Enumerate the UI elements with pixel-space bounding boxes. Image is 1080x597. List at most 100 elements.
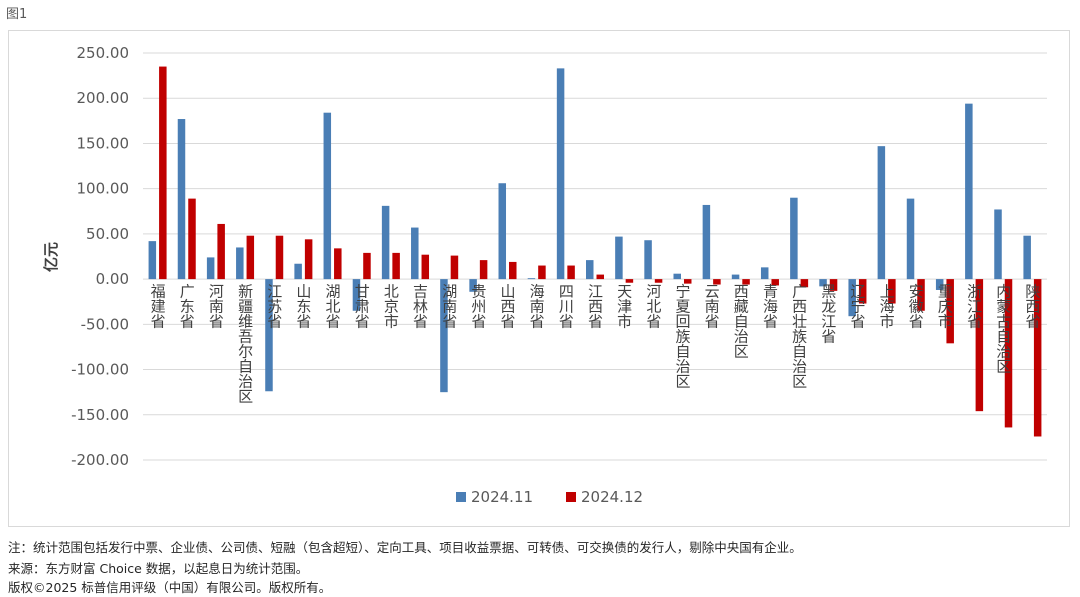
x-axis-category-labels: 福建省 广东省 河南省 新疆维吾尔自治区 江苏省 山东省 湖北省 甘肃省 北京市 吉林省 湖南省 贵州… <box>149 283 1042 403</box>
bar-2024.12-宁夏回族自治区 <box>683 279 692 284</box>
y-tick-label: 250.00 <box>77 44 130 62</box>
category-label: 内蒙古自治区 <box>994 283 1012 373</box>
category-label: 四川省 <box>557 283 575 328</box>
bar-2024.12-贵州省 <box>479 260 488 280</box>
figure-label: 图1 <box>6 7 28 22</box>
bar-2024.12-江苏省 <box>275 235 284 280</box>
bar-2024.11-浙江省 <box>965 103 973 280</box>
category-label: 广东省 <box>178 283 196 328</box>
y-tick-label: 0.00 <box>96 270 129 288</box>
footnote-scope: 注：统计范围包括发行中票、企业债、公司债、短融（包含超短）、定向工具、项目收益票… <box>8 540 802 555</box>
footnote-copyright: 版权©2025 标普信用评级（中国）有限公司。版权所有。 <box>8 580 332 595</box>
y-tick-label: -100.00 <box>71 361 129 379</box>
bar-2024.11-青海省 <box>760 267 769 280</box>
bar-2024.11-河南省 <box>206 257 215 280</box>
bar-2024.12-新疆维吾尔自治区 <box>246 235 255 280</box>
bar-2024.11-广东省 <box>177 119 186 280</box>
category-label: 天津市 <box>615 283 633 328</box>
chart-frame: 250.00 200.00 150.00 100.00 50.00 0.00 -50.00 -… <box>8 30 1070 527</box>
y-tick-label: 150.00 <box>77 134 130 152</box>
bar-2024.12-广西壮族自治区 <box>800 279 809 288</box>
y-axis-tick-labels: 250.00 200.00 150.00 100.00 50.00 0.00 -50.00 -… <box>71 44 129 469</box>
category-label: 湖南省 <box>440 283 458 328</box>
bar-2024.11-湖北省 <box>323 112 332 280</box>
bar-2024.11-福建省 <box>148 241 157 280</box>
y-tick-label: -150.00 <box>71 406 129 424</box>
y-tick-label: -200.00 <box>71 451 129 469</box>
category-label: 广西壮族自治区 <box>790 283 808 388</box>
bar-2024.11-辽宁省 <box>848 279 856 317</box>
bar-2024.11-山东省 <box>294 263 302 280</box>
bar-2024.11-甘肃省 <box>352 279 361 311</box>
bar-2024.12-天津市 <box>625 279 634 283</box>
bar-2024.11-重庆市 <box>935 279 944 290</box>
bar-chart: 250.00 200.00 150.00 100.00 50.00 0.00 -50.00 -… <box>42 44 1047 506</box>
legend-label: 2024.11 <box>471 488 533 506</box>
category-label: 黑龙江省 <box>819 283 837 343</box>
bar-2024.12-山西省 <box>509 261 517 280</box>
category-label: 浙江省 <box>965 283 983 328</box>
legend: 2024.11 2024.12 <box>456 488 643 506</box>
bar-2024.11-北京市 <box>381 205 390 280</box>
bar-2024.12-黑龙江省 <box>829 279 838 291</box>
bar-2024.11-云南省 <box>702 204 711 280</box>
category-label: 上海市 <box>878 283 896 328</box>
y-axis-label: 亿元 <box>42 242 60 272</box>
category-label: 山东省 <box>294 283 312 328</box>
bar-2024.12-浙江省 <box>975 279 984 412</box>
legend-swatch <box>456 492 466 502</box>
category-label: 甘肃省 <box>353 283 371 328</box>
category-label: 江苏省 <box>265 283 283 328</box>
category-label: 海南省 <box>528 283 546 328</box>
category-label: 山西省 <box>499 283 517 328</box>
bar-2024.12-重庆市 <box>946 279 954 344</box>
y-tick-label: -50.00 <box>81 315 129 333</box>
bar-2024.11-山西省 <box>498 183 507 280</box>
category-label: 西藏自治区 <box>732 283 750 358</box>
category-label: 重庆市 <box>936 283 954 328</box>
y-tick-label: 100.00 <box>77 180 130 198</box>
category-label: 陕西省 <box>1023 283 1041 328</box>
bar-2024.12-甘肃省 <box>363 252 371 280</box>
bar-series <box>148 66 1042 437</box>
category-label: 青海省 <box>761 283 779 328</box>
bar-2024.12-江西省 <box>596 274 604 280</box>
bar-2024.12-云南省 <box>713 279 721 285</box>
category-label: 云南省 <box>703 283 721 328</box>
footnote-source: 来源：东方财富 Choice 数据，以起息日为统计范围。 <box>8 561 309 576</box>
bar-2024.12-安徽省 <box>917 279 925 311</box>
bar-2024.12-青海省 <box>771 279 779 286</box>
bar-2024.12-辽宁省 <box>858 279 867 304</box>
bar-2024.12-海南省 <box>538 265 546 280</box>
category-label: 江西省 <box>586 283 604 328</box>
bar-2024.12-内蒙古自治区 <box>1004 279 1013 428</box>
bar-2024.11-海南省 <box>527 278 536 280</box>
bar-2024.11-河北省 <box>644 240 652 280</box>
bar-2024.11-安徽省 <box>906 198 915 280</box>
category-label: 河南省 <box>207 283 225 328</box>
bar-2024.11-广西壮族自治区 <box>790 197 798 280</box>
bar-2024.12-河南省 <box>217 223 225 280</box>
bar-2024.12-湖北省 <box>334 248 342 280</box>
bar-2024.12-广东省 <box>188 198 196 280</box>
bar-2024.12-山东省 <box>304 239 313 280</box>
bar-2024.12-河北省 <box>654 279 663 283</box>
category-label: 吉林省 <box>411 283 429 328</box>
bar-2024.11-江西省 <box>586 260 594 280</box>
gridlines <box>143 52 1047 461</box>
category-label: 安徽省 <box>907 283 925 328</box>
bar-2024.12-陕西省 <box>1033 279 1042 437</box>
bar-2024.11-江苏省 <box>265 279 273 392</box>
bar-2024.11-黑龙江省 <box>819 279 827 287</box>
bar-2024.11-贵州省 <box>469 279 477 292</box>
bar-2024.11-天津市 <box>615 236 623 280</box>
category-label: 新疆维吾尔自治区 <box>236 283 254 403</box>
y-tick-label: 50.00 <box>86 225 129 243</box>
bar-2024.12-上海市 <box>888 279 896 304</box>
bar-2024.12-吉林省 <box>421 254 430 280</box>
bar-2024.12-四川省 <box>567 265 575 280</box>
bar-2024.11-陕西省 <box>1023 235 1031 280</box>
category-label: 北京市 <box>382 283 400 328</box>
bar-2024.11-宁夏回族自治区 <box>673 273 681 280</box>
bar-2024.12-福建省 <box>159 66 167 280</box>
